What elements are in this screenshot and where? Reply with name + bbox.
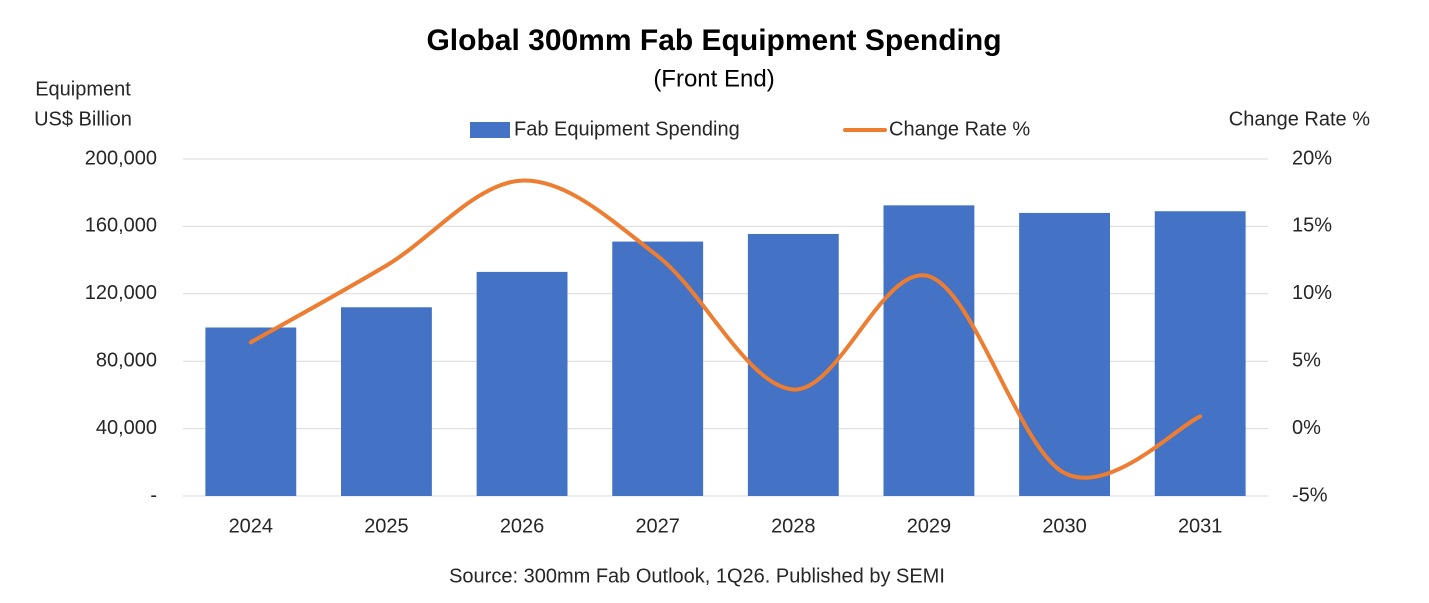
chart-title: Global 300mm Fab Equipment Spending [426, 24, 1001, 57]
bar [476, 271, 568, 496]
bar [747, 233, 839, 497]
y-tick-label: 200,000 [85, 147, 157, 169]
y-axis-title: Equipment [35, 78, 131, 100]
x-tick-label: 2026 [500, 515, 545, 537]
bar [341, 307, 432, 496]
y2-tick-label: 0% [1292, 417, 1321, 439]
x-tick-label: 2027 [635, 515, 680, 537]
y2-axis-title: Change Rate % [1229, 108, 1370, 130]
x-tick-label: 2030 [1042, 515, 1087, 537]
x-tick-label: 2025 [364, 515, 409, 537]
legend-swatch [470, 122, 510, 138]
bar [1154, 211, 1246, 497]
y2-tick-label: 20% [1292, 147, 1332, 169]
y2-tick-label: -5% [1292, 484, 1328, 506]
y-axis-title: US$ Billion [34, 108, 132, 130]
y2-tick-label: 10% [1292, 282, 1332, 304]
bar [205, 327, 297, 496]
y-tick-label: 120,000 [85, 282, 157, 304]
x-tick-label: 2031 [1178, 515, 1223, 537]
line [248, 178, 1203, 480]
bar [1019, 212, 1110, 497]
x-tick-label: 2029 [907, 515, 952, 537]
bar [883, 205, 975, 496]
x-tick-label: 2024 [229, 515, 274, 537]
source-note: Source: 300mm Fab Outlook, 1Q26. Publish… [449, 565, 945, 587]
chart-subtitle: (Front End) [653, 65, 774, 92]
y2-tick-label: 15% [1292, 215, 1332, 237]
y2-tick-label: 5% [1292, 349, 1321, 371]
y-tick-label: - [150, 484, 157, 506]
y-tick-label: 80,000 [96, 349, 157, 371]
bar [612, 241, 704, 496]
x-tick-label: 2028 [771, 515, 816, 537]
legend-label: Fab Equipment Spending [514, 118, 740, 140]
y-tick-label: 160,000 [85, 215, 157, 237]
y-tick-label: 40,000 [96, 417, 157, 439]
legend-label: Change Rate % [889, 118, 1030, 140]
